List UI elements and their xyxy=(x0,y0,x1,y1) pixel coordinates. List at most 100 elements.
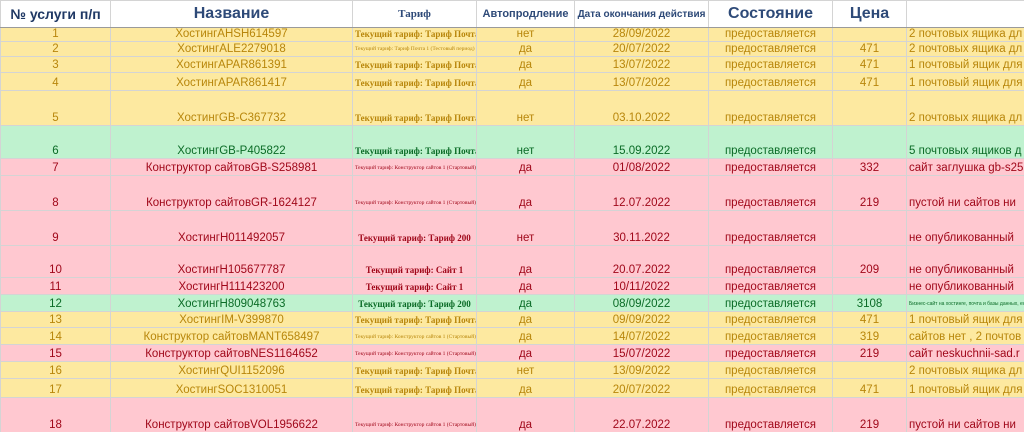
table-row[interactable]: 8 Конструктор сайтовGR-1624127 Текущий тар… xyxy=(0,175,1024,211)
service-name[interactable]: Конструктор сайтовNES1164652 xyxy=(110,344,353,362)
tariff[interactable]: Текущий тариф: Конструктор сайтов 1 (Ста… xyxy=(352,344,477,362)
row-number[interactable]: 7 xyxy=(0,158,111,176)
tariff[interactable]: Текущий тариф: Тариф Почта 1 xyxy=(352,90,477,126)
service-name[interactable]: ХостингAPAR861417 xyxy=(110,72,353,91)
table-row[interactable]: 3 ХостингAPAR861391 Текущий тариф: Тариф П… xyxy=(0,56,1024,73)
status[interactable]: предоставляется xyxy=(708,90,833,126)
service-name[interactable]: ХостингH809048763 xyxy=(110,294,353,312)
note[interactable]: пустой ни сайтов ни xyxy=(906,175,1024,211)
auto-renewal[interactable]: да xyxy=(476,158,575,176)
row-number[interactable]: 15 xyxy=(0,344,111,362)
note[interactable]: 5 почтовых ящиков д xyxy=(906,125,1024,159)
status[interactable]: предоставляется xyxy=(708,41,833,57)
tariff[interactable]: Текущий тариф: Сайт 1 xyxy=(352,245,477,278)
auto-renewal[interactable]: нет xyxy=(476,125,575,159)
service-name[interactable]: Конструктор сайтовGR-1624127 xyxy=(110,175,353,211)
status[interactable]: предоставляется xyxy=(708,72,833,91)
row-number[interactable]: 16 xyxy=(0,361,111,379)
auto-renewal[interactable]: да xyxy=(476,72,575,91)
price[interactable] xyxy=(832,125,907,159)
tariff[interactable]: Текущий тариф: Тариф Почта 1 xyxy=(352,56,477,73)
price[interactable]: 471 xyxy=(832,56,907,73)
tariff[interactable]: Текущий тариф: Сайт 1 xyxy=(352,277,477,295)
auto-renewal[interactable]: да xyxy=(476,327,575,345)
note[interactable]: 1 почтовый ящик для xyxy=(906,378,1024,398)
service-name[interactable]: ХостингH111423200 xyxy=(110,277,353,295)
service-name[interactable]: ХостингAPAR861391 xyxy=(110,56,353,73)
status[interactable]: предоставляется xyxy=(708,175,833,211)
row-number[interactable]: 8 xyxy=(0,175,111,211)
price[interactable]: 219 xyxy=(832,175,907,211)
note[interactable]: 1 почтовый ящик для xyxy=(906,72,1024,91)
price[interactable]: 471 xyxy=(832,72,907,91)
table-row[interactable]: 10 ХостингH105677787 Текущий тариф: Сайт 1… xyxy=(0,245,1024,278)
table-row[interactable]: 4 ХостингAPAR861417 Текущий тариф: Тариф П… xyxy=(0,72,1024,91)
price[interactable] xyxy=(832,361,907,379)
tariff[interactable]: Текущий тариф: Конструктор сайтов 1 (Ста… xyxy=(352,158,477,176)
status[interactable]: предоставляется xyxy=(708,277,833,295)
service-name[interactable]: ХостингH105677787 xyxy=(110,245,353,278)
status[interactable]: предоставляется xyxy=(708,210,833,246)
end-date[interactable]: 30.11.2022 xyxy=(574,210,709,246)
auto-renewal[interactable]: нет xyxy=(476,210,575,246)
tariff[interactable]: Текущий тариф: Конструктор сайтов 1 (Ста… xyxy=(352,175,477,211)
note[interactable]: 2 почтовых ящика дл xyxy=(906,27,1024,42)
price[interactable]: 209 xyxy=(832,245,907,278)
note[interactable]: сайт neskuchnii-sad.r xyxy=(906,344,1024,362)
price[interactable]: 471 xyxy=(832,41,907,57)
end-date[interactable]: 01/08/2022 xyxy=(574,158,709,176)
status[interactable]: предоставляется xyxy=(708,27,833,42)
auto-renewal[interactable]: да xyxy=(476,41,575,57)
row-number[interactable]: 1 xyxy=(0,27,111,42)
row-number[interactable]: 6 xyxy=(0,125,111,159)
row-number[interactable]: 12 xyxy=(0,294,111,312)
row-number[interactable]: 2 xyxy=(0,41,111,57)
column-header[interactable]: Состояние xyxy=(708,0,833,28)
end-date[interactable]: 08/09/2022 xyxy=(574,294,709,312)
service-name[interactable]: ХостингQUI1152096 xyxy=(110,361,353,379)
end-date[interactable]: 20/07/2022 xyxy=(574,41,709,57)
auto-renewal[interactable]: да xyxy=(476,294,575,312)
status[interactable]: предоставляется xyxy=(708,327,833,345)
tariff[interactable]: Текущий тариф: Конструктор сайтов 1 (Ста… xyxy=(352,397,477,432)
table-row[interactable]: 13 ХостингIM-V399870 Текущий тариф: Тариф … xyxy=(0,311,1024,328)
auto-renewal[interactable]: да xyxy=(476,56,575,73)
column-header[interactable]: № услуги п/п xyxy=(0,0,111,28)
table-row[interactable]: 15 Конструктор сайтовNES1164652 Текущий та… xyxy=(0,344,1024,362)
end-date[interactable]: 12.07.2022 xyxy=(574,175,709,211)
table-row[interactable]: 18 Конструктор сайтовVOL1956622 Текущий та… xyxy=(0,397,1024,432)
note[interactable]: 2 почтовых ящика дл xyxy=(906,90,1024,126)
note[interactable]: не опубликованный xyxy=(906,245,1024,278)
tariff[interactable]: Текущий тариф: Тариф Почта 1 xyxy=(352,125,477,159)
column-header[interactable]: Цена xyxy=(832,0,907,28)
tariff[interactable]: Текущий тариф: Тариф Почта 1 xyxy=(352,361,477,379)
table-row[interactable]: 12 ХостингH809048763 Текущий тариф: Тариф … xyxy=(0,294,1024,312)
price[interactable]: 332 xyxy=(832,158,907,176)
status[interactable]: предоставляется xyxy=(708,125,833,159)
tariff[interactable]: Текущий тариф: Тариф 200 xyxy=(352,210,477,246)
auto-renewal[interactable]: нет xyxy=(476,361,575,379)
auto-renewal[interactable]: да xyxy=(476,311,575,328)
column-header[interactable]: Автопродление xyxy=(476,0,575,28)
status[interactable]: предоставляется xyxy=(708,378,833,398)
auto-renewal[interactable]: нет xyxy=(476,27,575,42)
status[interactable]: предоставляется xyxy=(708,344,833,362)
tariff[interactable]: Текущий тариф: Конструктор сайтов 1 (Ста… xyxy=(352,327,477,345)
service-name[interactable]: ХостингGB-P405822 xyxy=(110,125,353,159)
service-name[interactable]: ХостингSOC1310051 xyxy=(110,378,353,398)
note[interactable]: Бизнес-сайт на хостинге, почта и базы да… xyxy=(906,294,1024,312)
note[interactable]: 2 почтовых ящика дл xyxy=(906,41,1024,57)
auto-renewal[interactable]: да xyxy=(476,175,575,211)
row-number[interactable]: 18 xyxy=(0,397,111,432)
table-row[interactable]: 7 Конструктор сайтовGB-S258981 Текущий тар… xyxy=(0,158,1024,176)
table-row[interactable]: 5 ХостингGB-C367732 Текущий тариф: Тариф П… xyxy=(0,90,1024,126)
service-name[interactable]: ХостингIM-V399870 xyxy=(110,311,353,328)
tariff[interactable]: Текущий тариф: Тариф Почта 1 xyxy=(352,27,477,42)
end-date[interactable]: 13/07/2022 xyxy=(574,72,709,91)
table-row[interactable]: 9 ХостингH011492057 Текущий тариф: Тариф 2… xyxy=(0,210,1024,246)
table-row[interactable]: 11 ХостингH111423200 Текущий тариф: Сайт 1… xyxy=(0,277,1024,295)
note[interactable]: 2 почтовых ящика дл xyxy=(906,361,1024,379)
price[interactable] xyxy=(832,90,907,126)
service-name[interactable]: Конструктор сайтовGB-S258981 xyxy=(110,158,353,176)
end-date[interactable]: 20/07/2022 xyxy=(574,378,709,398)
